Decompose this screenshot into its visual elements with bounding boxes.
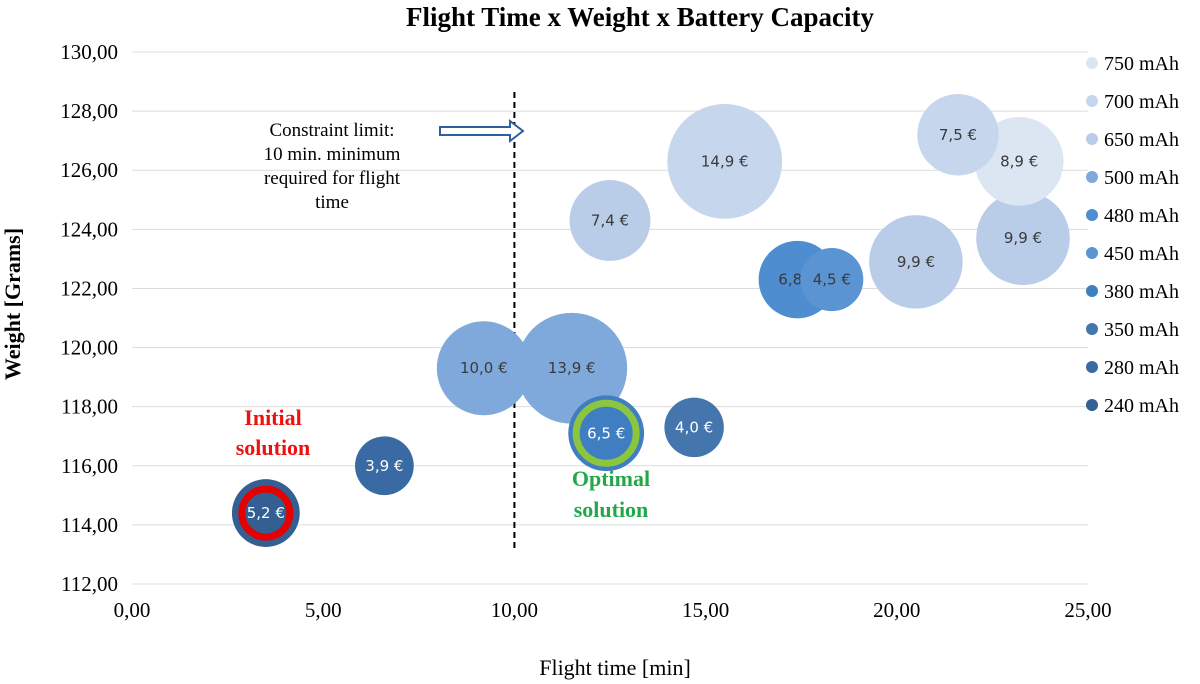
y-tick-label: 118,00 bbox=[61, 395, 118, 419]
x-axis-ticks: 0,00 5,00 10,00 15,00 20,00 25,00 bbox=[114, 598, 1112, 622]
legend-marker bbox=[1086, 171, 1098, 183]
bubble-value-label: 4,0 € bbox=[675, 418, 713, 436]
bubble-value-label: 7,5 € bbox=[939, 126, 977, 144]
bubbles: 14,9 € 13,9 € 10,0 € 9,9 € 9,9 € 8,9 € 7,5 € 7,… bbox=[231, 94, 1070, 547]
initial-solution-label: solution bbox=[236, 435, 311, 460]
legend: 750 mAh 700 mAh 650 mAh 500 mAh 480 mAh 450 m… bbox=[1086, 53, 1179, 417]
bubble-value-label: 4,5 € bbox=[813, 271, 851, 289]
x-tick-label: 15,00 bbox=[682, 598, 729, 622]
constraint-text-line: required for flight bbox=[264, 168, 401, 189]
y-tick-label: 112,00 bbox=[61, 572, 118, 596]
y-tick-label: 126,00 bbox=[60, 158, 118, 182]
legend-label: 500 mAh bbox=[1104, 167, 1179, 189]
bubble bbox=[355, 436, 414, 496]
y-axis-label: Weight [Grams] bbox=[0, 228, 25, 380]
legend-marker bbox=[1086, 95, 1098, 107]
optimal-solution-label: Optimal bbox=[572, 466, 650, 491]
y-tick-label: 128,00 bbox=[60, 99, 118, 123]
legend-marker bbox=[1086, 133, 1098, 145]
bubble bbox=[917, 94, 999, 176]
optimal-solution-label: solution bbox=[574, 497, 649, 522]
legend-marker bbox=[1086, 399, 1098, 411]
x-tick-label: 5,00 bbox=[305, 598, 342, 622]
constraint-limit: Constraint limit: 10 min. minimum required… bbox=[264, 92, 525, 552]
y-axis-ticks: 112,00 114,00 116,00 118,00 120,00 122,00 124,… bbox=[60, 40, 118, 596]
bubble bbox=[569, 180, 651, 261]
y-tick-label: 124,00 bbox=[60, 217, 118, 241]
bubble-value-label: 5,2 € bbox=[247, 504, 285, 522]
legend-marker bbox=[1086, 209, 1098, 221]
bubble-value-label: 14,9 € bbox=[701, 152, 749, 170]
y-tick-label: 120,00 bbox=[60, 336, 118, 360]
initial-solution-ring bbox=[238, 485, 294, 541]
x-tick-label: 20,00 bbox=[873, 598, 920, 622]
chart-title: Flight Time x Weight x Battery Capacity bbox=[406, 2, 874, 32]
y-tick-label: 114,00 bbox=[61, 513, 118, 537]
x-axis-label: Flight time [min] bbox=[539, 655, 691, 680]
bubble-value-label: 6,5 € bbox=[587, 424, 625, 442]
legend-marker bbox=[1086, 323, 1098, 335]
bubble bbox=[664, 397, 724, 458]
bubble bbox=[800, 248, 864, 312]
legend-marker bbox=[1086, 285, 1098, 297]
bubble-value-label: 8,9 € bbox=[1000, 152, 1038, 170]
legend-marker bbox=[1086, 361, 1098, 373]
constraint-text-line: time bbox=[315, 192, 349, 213]
legend-label: 450 mAh bbox=[1104, 243, 1179, 265]
bubble bbox=[436, 321, 531, 416]
bubble bbox=[976, 191, 1070, 285]
legend-label: 240 mAh bbox=[1104, 395, 1179, 417]
legend-label: 280 mAh bbox=[1104, 357, 1179, 379]
x-tick-label: 0,00 bbox=[114, 598, 151, 622]
bubble-value-label: 10,0 € bbox=[460, 359, 508, 377]
bubble bbox=[667, 103, 783, 219]
y-tick-label: 122,00 bbox=[60, 276, 118, 300]
constraint-arrow bbox=[439, 118, 525, 144]
legend-label: 350 mAh bbox=[1104, 319, 1179, 341]
y-tick-label: 116,00 bbox=[61, 454, 118, 478]
bubble-value-label: 9,9 € bbox=[1004, 229, 1042, 247]
bubble bbox=[869, 215, 963, 309]
legend-label: 650 mAh bbox=[1104, 129, 1179, 151]
bubble-value-label: 9,9 € bbox=[897, 253, 935, 271]
legend-label: 480 mAh bbox=[1104, 205, 1179, 227]
y-tick-label: 130,00 bbox=[60, 40, 118, 64]
solution-annotations: Initial solution Optimal solution bbox=[236, 399, 650, 541]
constraint-text-line: Constraint limit: bbox=[269, 120, 394, 141]
optimal-solution-ring bbox=[572, 399, 640, 467]
x-tick-label: 25,00 bbox=[1064, 598, 1111, 622]
bubble-value-label: 3,9 € bbox=[365, 457, 403, 475]
initial-solution-label: Initial bbox=[244, 405, 301, 430]
bubble bbox=[516, 312, 628, 424]
bubble-value-label: 13,9 € bbox=[548, 359, 596, 377]
legend-marker bbox=[1086, 247, 1098, 259]
x-tick-label: 10,00 bbox=[491, 598, 538, 622]
legend-label: 700 mAh bbox=[1104, 91, 1179, 113]
legend-label: 380 mAh bbox=[1104, 281, 1179, 303]
bubble-value-label: 7,4 € bbox=[591, 211, 629, 229]
constraint-text-line: 10 min. minimum bbox=[264, 144, 401, 165]
legend-marker bbox=[1086, 57, 1098, 69]
legend-label: 750 mAh bbox=[1104, 53, 1179, 75]
